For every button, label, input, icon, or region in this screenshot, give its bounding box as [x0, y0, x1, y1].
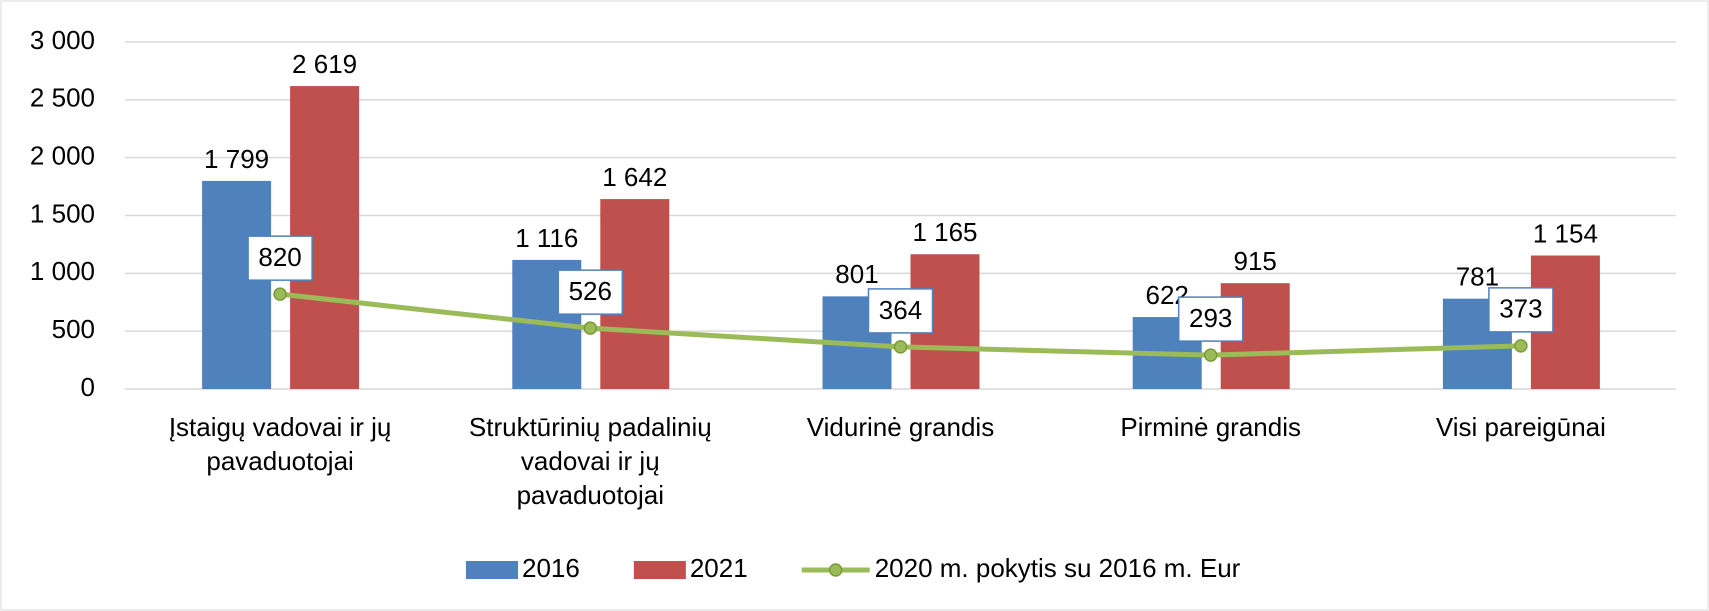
line-marker	[583, 321, 598, 335]
y-tick-label: 0	[81, 372, 95, 402]
x-tick-label: Vidurinė grandis	[806, 412, 995, 442]
legend-swatch	[466, 561, 518, 579]
bar	[202, 180, 272, 389]
legend-swatch	[633, 561, 686, 579]
data-label: 820	[258, 242, 301, 272]
line-marker	[273, 287, 287, 301]
x-tick-label: Pirminė grandis	[1120, 412, 1301, 442]
y-tick-label: 1 000	[30, 256, 95, 286]
data-label-box	[1488, 287, 1554, 333]
data-label: 373	[1499, 294, 1542, 324]
y-tick-label: 1 500	[30, 198, 95, 228]
data-label: 1 642	[602, 162, 667, 192]
data-label: 364	[879, 295, 922, 325]
data-label-box	[557, 269, 624, 315]
data-label: 1 165	[912, 217, 977, 247]
y-tick-label: 3 000	[30, 25, 95, 55]
x-tick-label: Įstaigų vadovai ir jų pavaduotojai	[168, 412, 392, 476]
data-label: 1 799	[204, 144, 269, 174]
data-label: 2 619	[292, 49, 357, 79]
data-label: 915	[1234, 246, 1277, 276]
legend-label: 2016	[522, 553, 580, 583]
data-label-box	[247, 235, 313, 281]
x-tick-label: Visi pareigūnai	[1435, 412, 1606, 442]
legend-label: 2021	[690, 553, 748, 583]
data-label: 801	[835, 259, 878, 289]
y-tick-label: 500	[52, 314, 95, 344]
line-marker	[1514, 339, 1528, 353]
line-marker	[1203, 348, 1218, 362]
x-tick-label: Struktūrinių padalinių vadovai ir jų pav…	[468, 412, 712, 510]
data-label: 1 116	[515, 223, 578, 253]
data-label: 1 154	[1533, 218, 1598, 248]
data-label-box	[867, 288, 934, 334]
line-marker	[893, 340, 908, 354]
data-label: 781	[1456, 262, 1499, 292]
y-tick-label: 2 000	[30, 141, 95, 171]
data-label: 293	[1189, 303, 1232, 333]
data-label-box	[1177, 296, 1244, 342]
data-label: 526	[569, 276, 612, 306]
y-tick-label: 2 500	[30, 83, 95, 113]
legend-label: 2020 m. pokytis su 2016 m. Eur	[875, 553, 1241, 583]
legend-marker	[828, 563, 843, 577]
